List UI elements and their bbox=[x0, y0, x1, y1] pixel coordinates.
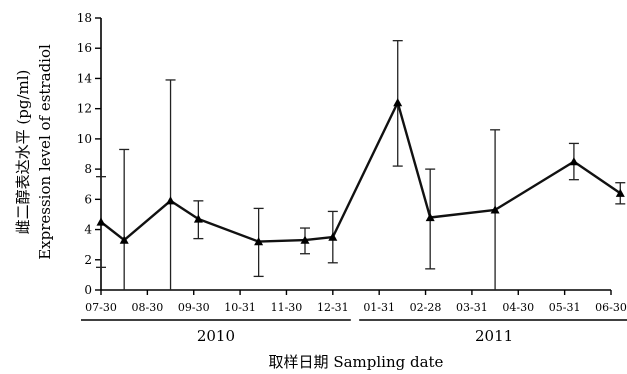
x-ticks: 07-30 08-30 09-30 10-31 11-30 12-31 01-31 02-28… bbox=[85, 290, 627, 314]
y-tick-label: 18 bbox=[77, 11, 92, 25]
x-tick-label: 09-30 bbox=[178, 301, 210, 314]
y-axis-title-english: Expression level of estradiol bbox=[36, 44, 54, 260]
x-tick-label: 05-31 bbox=[549, 301, 581, 314]
y-tick-label: 14 bbox=[77, 71, 93, 85]
y-tick-label: 10 bbox=[77, 132, 92, 146]
data-point-marker bbox=[490, 205, 500, 214]
year-label: 2010 bbox=[197, 327, 235, 345]
data-point-marker bbox=[119, 235, 129, 244]
y-tick-label: 0 bbox=[84, 283, 92, 297]
y-axis-title-chinese: 雌二醇表达水平 (pg/ml) bbox=[14, 70, 32, 235]
year-label: 2011 bbox=[475, 327, 513, 345]
data-point-marker bbox=[393, 98, 403, 107]
series-line bbox=[100, 101, 621, 243]
data-point-marker bbox=[615, 188, 625, 197]
data-point-marker bbox=[96, 217, 106, 226]
data-point-marker bbox=[425, 213, 435, 222]
y-tick-label: 2 bbox=[84, 253, 92, 267]
y-tick-label: 6 bbox=[84, 192, 92, 206]
data-markers bbox=[96, 98, 625, 246]
x-tick-label: 03-31 bbox=[456, 301, 488, 314]
error-bars bbox=[96, 40, 626, 290]
x-tick-label: 11-30 bbox=[271, 301, 303, 314]
data-point-marker bbox=[300, 235, 310, 244]
data-point-marker bbox=[254, 237, 264, 246]
x-tick-label: 07-30 bbox=[85, 301, 117, 314]
x-tick-label: 04-30 bbox=[502, 301, 534, 314]
x-tick-label: 06-30 bbox=[595, 301, 627, 314]
x-tick-label: 12-31 bbox=[317, 301, 349, 314]
data-point-marker bbox=[569, 157, 579, 166]
y-ticks: 0 2 4 6 8 10 12 14 16 18 bbox=[77, 11, 101, 297]
y-tick-label: 4 bbox=[84, 223, 92, 237]
x-tick-label: 08-30 bbox=[132, 301, 164, 314]
x-tick-label: 01-31 bbox=[363, 301, 395, 314]
y-tick-label: 8 bbox=[84, 162, 92, 176]
x-axis-title: 取样日期 Sampling date bbox=[269, 353, 444, 371]
y-tick-label: 12 bbox=[77, 102, 92, 116]
data-point-marker bbox=[166, 196, 175, 205]
data-point-marker bbox=[193, 214, 203, 223]
data-point-marker bbox=[328, 232, 338, 241]
year-groups: 2010 2011 bbox=[81, 319, 627, 345]
x-tick-label: 10-31 bbox=[224, 301, 256, 314]
x-tick-label: 02-28 bbox=[410, 301, 442, 314]
y-tick-label: 16 bbox=[77, 41, 92, 55]
series-line-group bbox=[100, 101, 621, 243]
axes bbox=[100, 18, 611, 291]
y-axis-title: 雌二醇表达水平 (pg/ml) Expression level of estr… bbox=[14, 44, 54, 260]
